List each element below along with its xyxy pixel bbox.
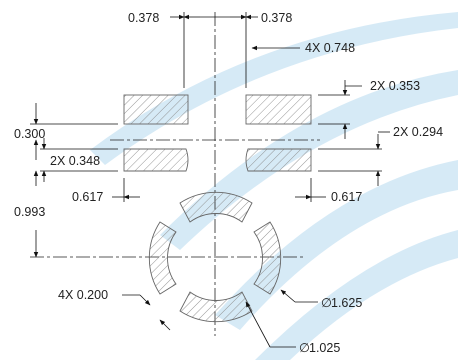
dim-right-0617: 0.617 bbox=[331, 190, 362, 204]
watermark-bands bbox=[90, 12, 458, 360]
dim-diameter-outer: ∅ 1.625 bbox=[321, 296, 362, 310]
ring-segment-top bbox=[179, 191, 253, 223]
center-lines bbox=[30, 12, 320, 336]
dim-top-right: 0.378 bbox=[261, 11, 292, 25]
dim-top-left: 0.378 bbox=[128, 11, 159, 25]
diameter-symbol-icon: ∅ bbox=[299, 341, 310, 355]
diameter-symbol-icon: ∅ bbox=[321, 296, 332, 310]
dim-gap-2x-right: 2X 0.294 bbox=[393, 125, 443, 139]
dim-diameter-inner: ∅ 1.025 bbox=[299, 341, 340, 355]
ring-segment-right bbox=[253, 221, 282, 295]
rect-upper-left bbox=[123, 94, 189, 125]
ring-segment-left bbox=[148, 221, 177, 295]
rect-lower-right bbox=[245, 148, 312, 172]
dim-slot-4x: 4X 0.200 bbox=[58, 288, 108, 302]
dimension-labels: 0.378 0.378 4X 0.748 2X 0.353 0.300 2X 0… bbox=[14, 11, 443, 355]
rect-upper-right bbox=[245, 94, 312, 125]
ring-segment-bottom bbox=[179, 291, 253, 323]
dim-left-2x: 2X 0.348 bbox=[50, 154, 100, 168]
dim-width-4x: 4X 0.748 bbox=[305, 41, 355, 55]
dim-left-0993: 0.993 bbox=[14, 205, 45, 219]
ring-segments bbox=[148, 191, 282, 323]
dim-diameter-outer-value: 1.625 bbox=[331, 296, 362, 310]
upper-rectangles bbox=[123, 94, 312, 172]
dim-diameter-inner-value: 1.025 bbox=[309, 341, 340, 355]
dimension-lines bbox=[30, 12, 390, 348]
dim-left-0300: 0.300 bbox=[14, 127, 45, 141]
dim-left-0617: 0.617 bbox=[72, 190, 103, 204]
rect-lower-left bbox=[123, 148, 189, 172]
dim-height-2x-right: 2X 0.353 bbox=[370, 79, 420, 93]
